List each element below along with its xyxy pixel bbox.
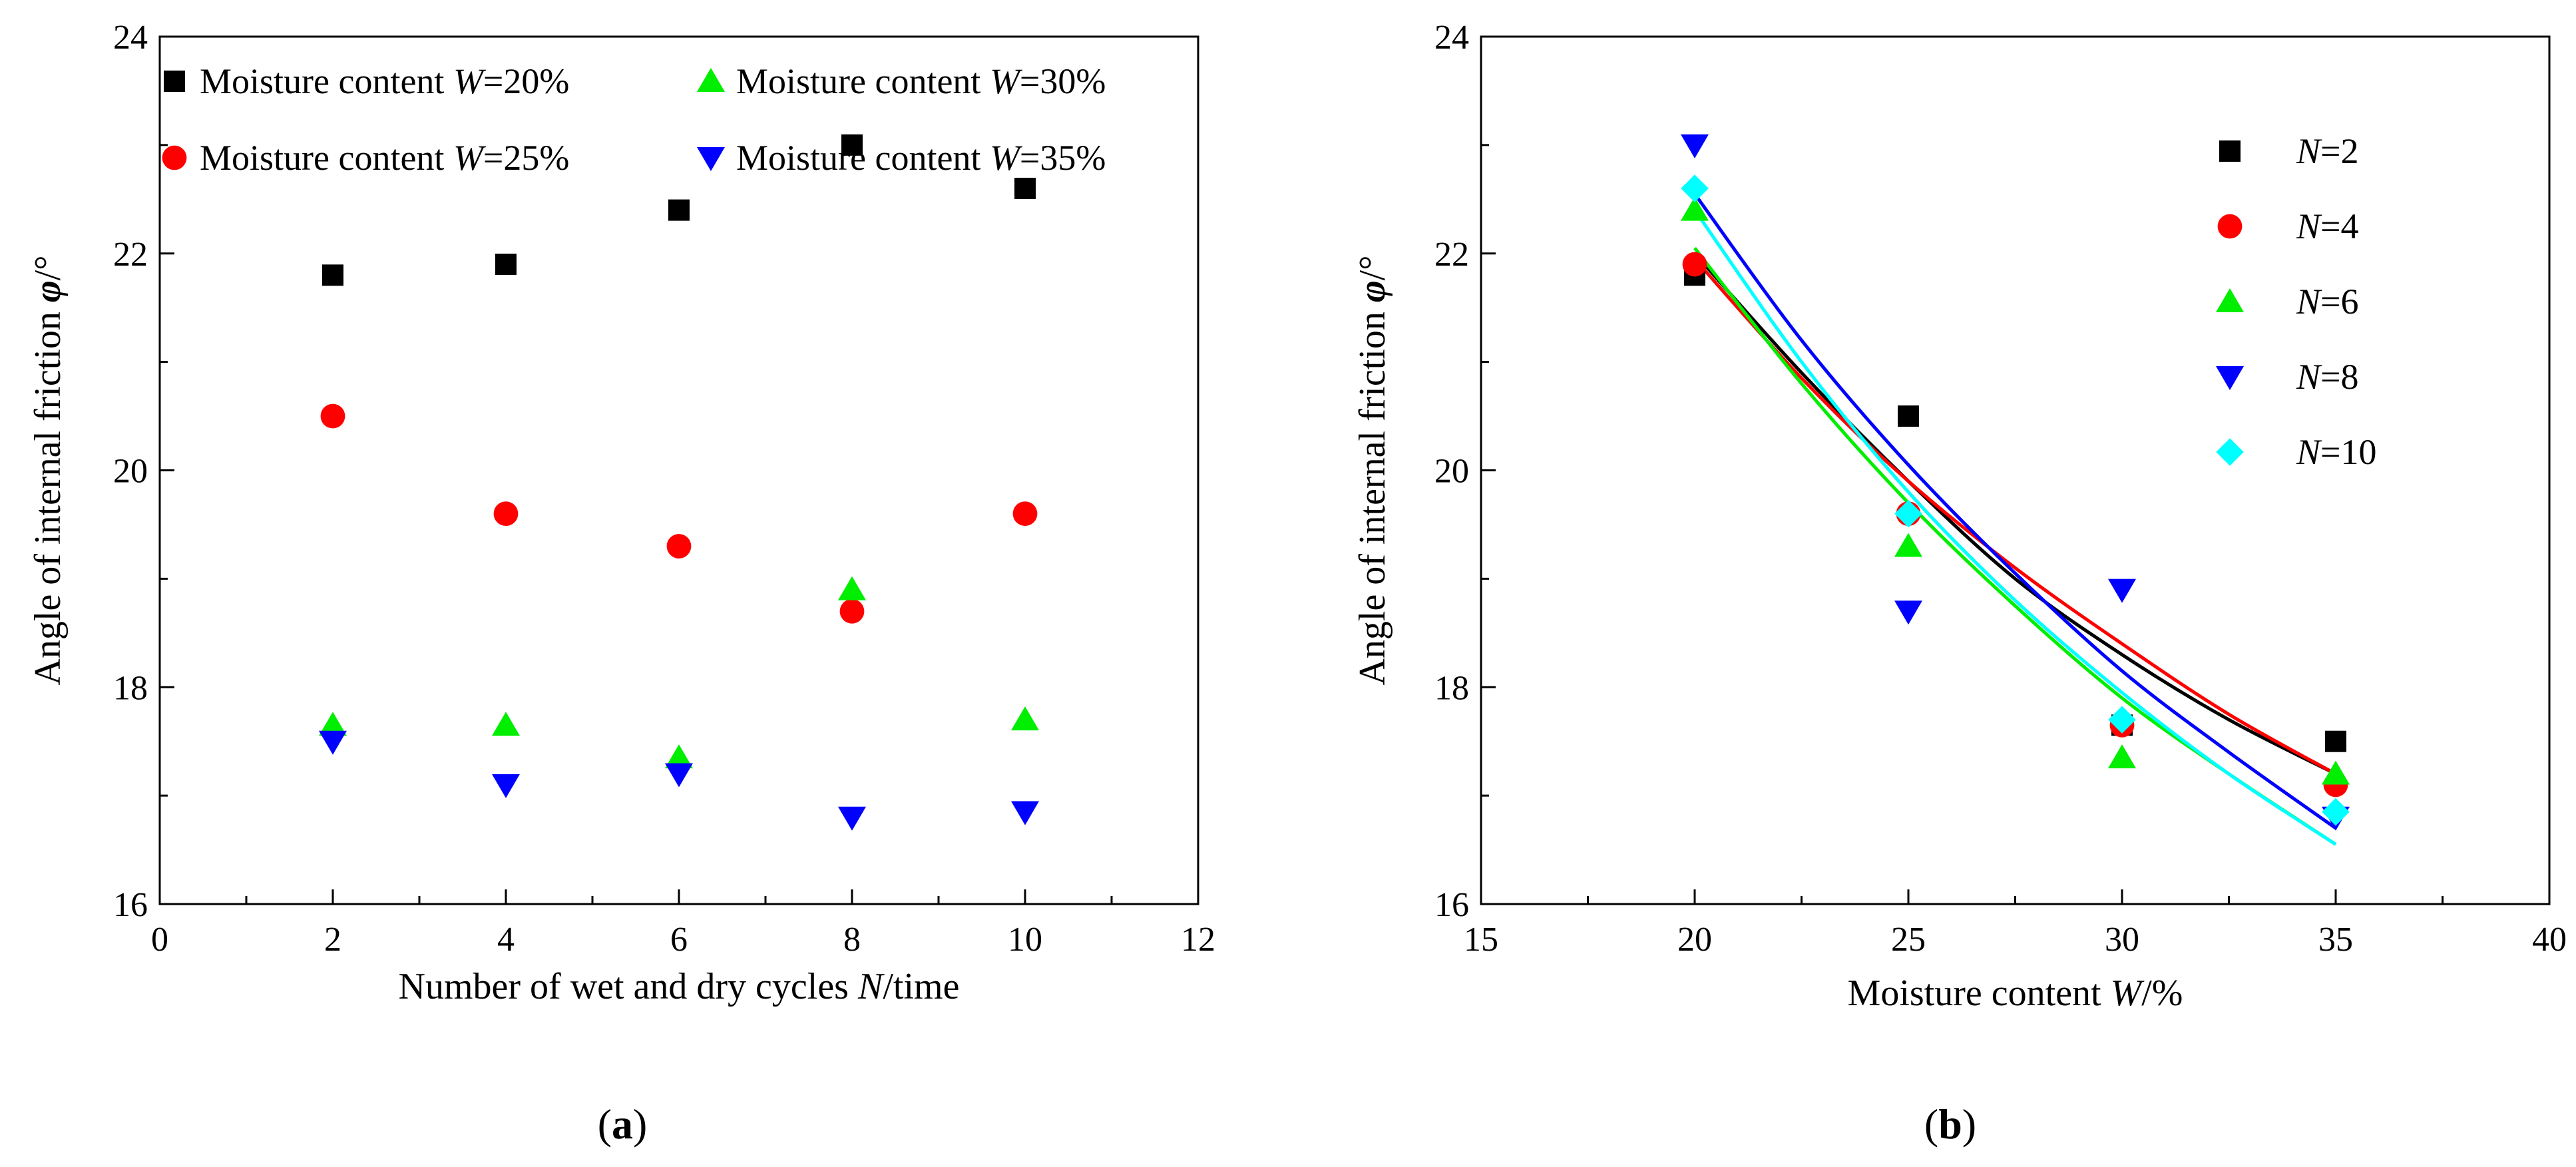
data-point [666,534,692,559]
data-point [841,134,863,156]
data-point [493,501,519,527]
legend-label: N=4 [2296,206,2359,246]
x-tick-label: 20 [1677,921,1712,959]
data-point [1681,134,1709,158]
x-axis-title: Number of wet and dry cycles N/time [399,966,960,1007]
legend-label: Moisture content W=20% [200,61,569,101]
x-tick-label: 30 [2105,921,2139,959]
data-point [668,199,690,221]
data-point [492,774,520,798]
data-point [1894,600,1922,625]
data-point [1011,706,1039,731]
data-point [1894,533,1922,557]
x-tick-label: 15 [1464,921,1498,959]
data-point [1682,252,1707,277]
data-point [838,576,866,600]
data-point [838,806,866,831]
y-axis-title: Angle of internal friction φ/° [1352,255,1393,685]
data-point [665,744,693,769]
legend-marker [2216,438,2244,466]
panel-label: (b) [1924,1100,1976,1148]
legend-marker [697,68,725,92]
fit-curve [1693,192,2337,830]
legend-label: Moisture content W=35% [736,138,1106,178]
y-tick-label: 18 [1434,669,1469,707]
x-tick-label: 35 [2318,921,2353,959]
legend-marker [2219,140,2241,162]
data-point [1014,178,1036,200]
x-axis-title: Moisture content W/% [1848,973,2183,1014]
data-point [1894,499,1922,528]
legend-label: N=2 [2296,131,2359,171]
x-tick-label: 12 [1181,921,1215,959]
legend-label: Moisture content W=25% [200,138,569,178]
data-point [1011,801,1039,825]
data-point [492,712,520,736]
y-tick-label: 20 [113,453,148,491]
x-tick-label: 40 [2532,921,2567,959]
x-tick-label: 25 [1891,921,1926,959]
data-point [1681,196,1709,221]
fit-curve [1693,252,2337,776]
data-point [2108,744,2136,769]
legend-marker [2216,366,2244,390]
legend-label: N=8 [2296,357,2359,397]
data-point [495,254,517,276]
x-tick-label: 8 [843,921,861,959]
y-tick-label: 24 [113,19,148,57]
legend: N=2 N=4 N=6 N=8 N=10 [2216,131,2377,472]
y-tick-label: 22 [1434,236,1469,274]
legend-label: N=10 [2296,432,2377,472]
data-point [2108,579,2136,603]
legend-marker [2216,288,2244,312]
y-tick-label: 22 [113,236,148,274]
data-point [2322,798,2350,826]
fit-curve [1693,209,2337,846]
plot-frame [1480,35,2551,905]
y-tick-label: 16 [1434,886,1469,924]
data-point [320,403,345,429]
x-tick-label: 0 [151,921,168,959]
data-point [2325,730,2346,752]
legend: Moisture content W=20% Moisture content W… [162,61,1106,178]
data-point [319,730,347,755]
legend-marker [697,147,725,171]
legend-label: Moisture content W=30% [736,61,1106,101]
panel-label: (a) [598,1100,648,1148]
legend-marker [164,71,185,92]
x-tick-label: 2 [324,921,341,959]
data-point [1898,405,1919,427]
data-point [665,763,693,788]
legend-label: N=6 [2296,282,2359,322]
legend-marker [162,145,187,170]
x-tick-label: 6 [670,921,688,959]
legend-marker [2217,214,2243,239]
data-point [2108,706,2136,734]
x-tick-label: 10 [1008,921,1042,959]
y-tick-label: 20 [1434,453,1469,491]
y-axis-title: Angle of internal friction φ/° [27,255,69,685]
y-tick-label: 16 [113,886,148,924]
data-point [1681,174,1709,202]
x-tick-label: 4 [497,921,515,959]
data-point [319,712,347,736]
y-tick-label: 18 [113,669,148,707]
data-point [2322,760,2350,785]
data-point [839,598,865,624]
data-point [322,264,343,286]
data-point [1012,501,1038,527]
fit-curve [1693,247,2337,846]
panel-b-chart: 15 20 25 30 35 40 16 18 20 22 24 Moisture content W… [1352,19,2567,1148]
y-tick-label: 24 [1434,19,1469,57]
fit-curve [1693,258,2337,776]
